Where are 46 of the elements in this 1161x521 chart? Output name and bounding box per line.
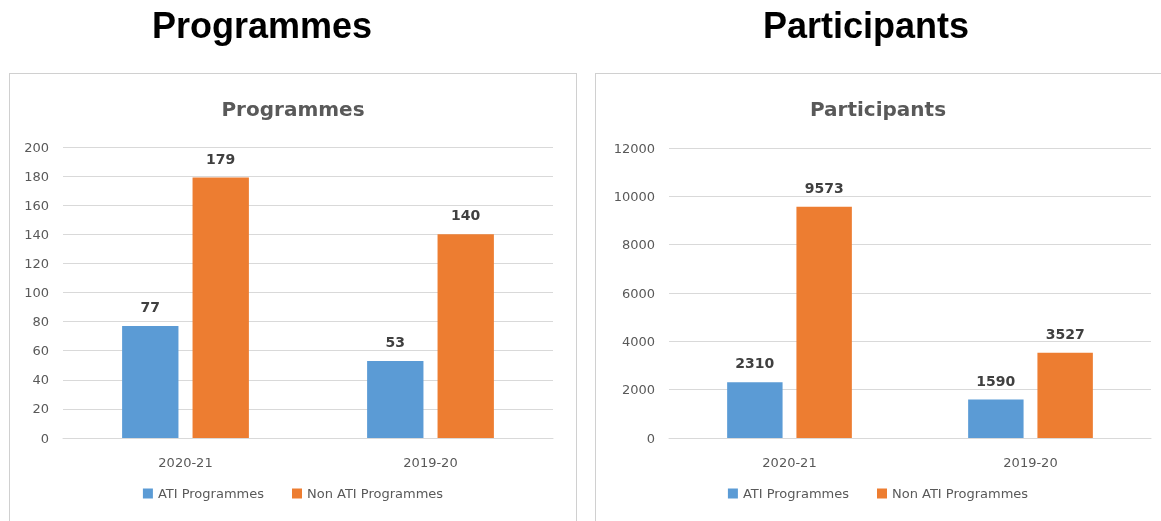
y-tick-label: 200: [24, 139, 49, 155]
y-tick-label: 80: [32, 314, 49, 330]
legend-label: Non ATI Programmes: [306, 486, 444, 501]
y-tick-label: 6000: [621, 285, 655, 301]
y-tick-label: 0: [40, 430, 49, 446]
legend-label: ATI Programmes: [742, 486, 850, 501]
data-label: 9573: [804, 179, 844, 196]
y-tick-label: 160: [24, 197, 49, 213]
y-tick-label: 60: [32, 343, 49, 359]
y-tick-label: 8000: [621, 237, 655, 253]
data-label: 140: [451, 207, 481, 224]
y-tick-label: 120: [24, 255, 49, 271]
y-tick-label: 140: [24, 226, 49, 242]
data-label: 3527: [1045, 325, 1085, 342]
data-label: 2310: [735, 355, 775, 372]
data-label: 1590: [976, 372, 1016, 389]
chart-title: Programmes: [150, 4, 374, 48]
data-label: 179: [206, 150, 236, 167]
x-tick-label: 2019-20: [1003, 455, 1058, 470]
legend-label: Non ATI Programmes: [891, 486, 1029, 501]
y-tick-label: 100: [24, 285, 49, 300]
x-tick-label: 2019-20: [403, 455, 458, 470]
bar: [968, 399, 1024, 438]
y-tick-label: 180: [24, 168, 49, 184]
data-label: 77: [140, 298, 161, 315]
bar: [1037, 352, 1093, 438]
chart-subtitle: Participants: [809, 97, 947, 121]
y-tick-label: 10000: [613, 188, 655, 204]
y-tick-label: 4000: [621, 333, 655, 349]
bar: [367, 360, 424, 438]
legend-label: ATI Programmes: [157, 486, 265, 501]
y-tick-label: 40: [32, 372, 49, 388]
x-tick-label: 2020-21: [762, 455, 817, 470]
bar: [727, 382, 783, 438]
data-label: 53: [385, 333, 406, 350]
chart-title: Participants: [761, 4, 971, 48]
bar: [192, 177, 249, 438]
y-tick-label: 12000: [613, 140, 655, 156]
x-tick-label: 2020-21: [158, 455, 213, 470]
chart-subtitle: Programmes: [221, 97, 365, 121]
bar: [437, 234, 494, 438]
bar: [122, 325, 179, 438]
y-tick-label: 20: [32, 401, 49, 417]
y-tick-label: 2000: [621, 382, 655, 398]
bar: [796, 206, 852, 438]
y-tick-label: 0: [646, 430, 655, 446]
